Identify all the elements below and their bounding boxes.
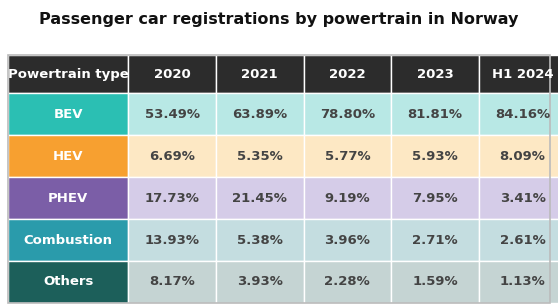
Bar <box>8 55 128 94</box>
Bar <box>8 94 128 135</box>
Bar <box>128 177 216 219</box>
Bar <box>304 135 391 177</box>
Text: Others: Others <box>43 275 94 289</box>
Bar <box>216 219 304 261</box>
Bar <box>304 94 391 135</box>
Text: 2.28%: 2.28% <box>325 275 370 289</box>
Text: Combustion: Combustion <box>24 233 113 247</box>
Bar <box>8 55 550 303</box>
Bar <box>8 135 128 177</box>
Text: 5.38%: 5.38% <box>237 233 283 247</box>
Bar <box>8 177 128 219</box>
Text: H1 2024: H1 2024 <box>492 68 554 81</box>
Text: 8.09%: 8.09% <box>499 150 546 163</box>
Bar <box>304 219 391 261</box>
Bar <box>128 219 216 261</box>
Text: 1.59%: 1.59% <box>412 275 458 289</box>
Bar <box>391 55 479 94</box>
Bar <box>391 261 479 303</box>
Text: PHEV: PHEV <box>48 192 89 205</box>
Bar <box>479 55 558 94</box>
Bar <box>479 219 558 261</box>
Bar <box>216 94 304 135</box>
Text: BEV: BEV <box>54 108 83 121</box>
Text: 3.93%: 3.93% <box>237 275 283 289</box>
Text: 84.16%: 84.16% <box>495 108 550 121</box>
Text: 2022: 2022 <box>329 68 365 81</box>
Bar <box>128 261 216 303</box>
Text: 8.17%: 8.17% <box>150 275 195 289</box>
Text: Passenger car registrations by powertrain in Norway: Passenger car registrations by powertrai… <box>39 12 519 28</box>
Text: 2.71%: 2.71% <box>412 233 458 247</box>
Text: 78.80%: 78.80% <box>320 108 375 121</box>
Text: 81.81%: 81.81% <box>407 108 463 121</box>
Bar <box>8 261 128 303</box>
Bar <box>479 177 558 219</box>
Text: 2020: 2020 <box>154 68 190 81</box>
Bar <box>216 135 304 177</box>
Bar <box>8 219 128 261</box>
Bar <box>391 177 479 219</box>
Text: 5.35%: 5.35% <box>237 150 282 163</box>
Text: 3.41%: 3.41% <box>499 192 546 205</box>
Text: 7.95%: 7.95% <box>412 192 458 205</box>
Bar <box>128 135 216 177</box>
Bar <box>391 94 479 135</box>
Text: 21.45%: 21.45% <box>232 192 287 205</box>
Bar <box>304 177 391 219</box>
Bar <box>479 135 558 177</box>
Text: 6.69%: 6.69% <box>149 150 195 163</box>
Text: 9.19%: 9.19% <box>325 192 370 205</box>
Text: 3.96%: 3.96% <box>324 233 371 247</box>
Bar <box>391 219 479 261</box>
Text: 2021: 2021 <box>242 68 278 81</box>
Text: 63.89%: 63.89% <box>232 108 287 121</box>
Bar <box>128 94 216 135</box>
Bar <box>216 55 304 94</box>
Bar <box>479 261 558 303</box>
Text: Powertrain type: Powertrain type <box>8 68 129 81</box>
Text: 2023: 2023 <box>417 68 453 81</box>
Text: 1.13%: 1.13% <box>500 275 545 289</box>
Text: 13.93%: 13.93% <box>145 233 200 247</box>
Bar <box>304 55 391 94</box>
Bar <box>216 177 304 219</box>
Bar <box>391 135 479 177</box>
Text: 53.49%: 53.49% <box>145 108 200 121</box>
Bar <box>216 261 304 303</box>
Text: 5.77%: 5.77% <box>325 150 370 163</box>
Text: HEV: HEV <box>53 150 84 163</box>
Text: 2.61%: 2.61% <box>500 233 545 247</box>
Text: 17.73%: 17.73% <box>145 192 200 205</box>
Bar <box>479 94 558 135</box>
Bar <box>128 55 216 94</box>
Bar <box>304 261 391 303</box>
Text: 5.93%: 5.93% <box>412 150 458 163</box>
